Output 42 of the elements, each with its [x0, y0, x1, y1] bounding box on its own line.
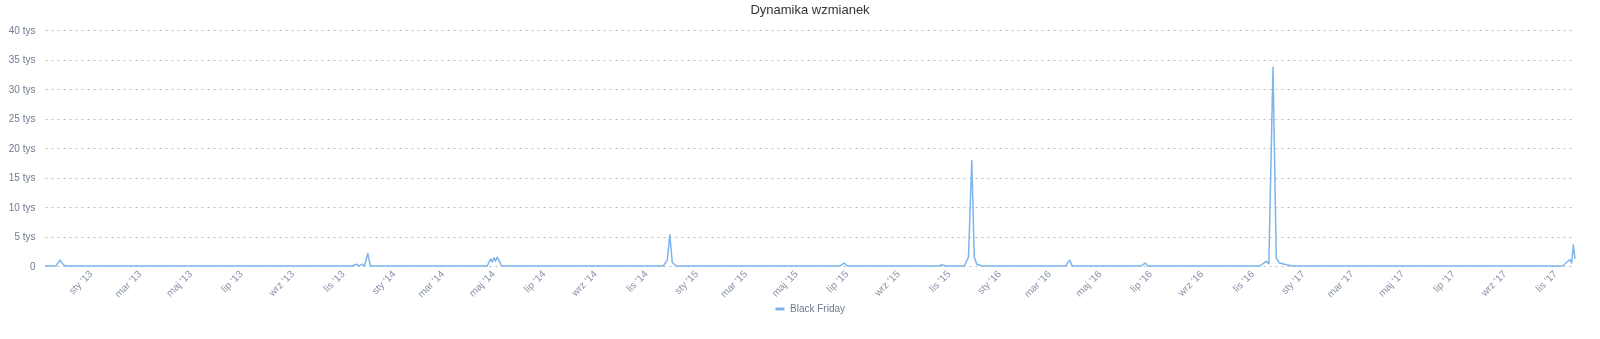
x-tick-label: maj '17: [1376, 267, 1407, 299]
y-tick-label: 30 tys: [8, 83, 36, 95]
x-tick-label: lip '15: [824, 267, 851, 295]
x-tick-label: sty '16: [975, 267, 1004, 297]
y-tick-label: 25 tys: [8, 113, 36, 124]
y-tick-label: 5 tys: [14, 231, 36, 242]
x-tick-label: lis '15: [926, 267, 953, 294]
y-tick-label: 35 tys: [8, 54, 36, 65]
y-tick-label: 20 tys: [8, 142, 36, 154]
x-tick-label: sty '15: [672, 267, 701, 297]
y-tick-label: 15 tys: [8, 172, 36, 183]
y-tick-label: 40 tys: [8, 24, 36, 36]
line-series: [44, 66, 1576, 267]
x-tick-label: lip '16: [1128, 267, 1155, 295]
x-tick-label: maj '13: [163, 267, 195, 299]
x-tick-label: maj '14: [466, 267, 498, 299]
chart-title: Dynamika wzmianek: [750, 2, 871, 17]
x-tick-label: sty '14: [369, 267, 398, 297]
x-tick-label: wrz '15: [871, 267, 903, 299]
y-tick-label: 10 tys: [8, 201, 36, 213]
x-tick-label: lis '13: [321, 267, 348, 294]
x-tick-label: mar '14: [415, 267, 447, 300]
x-tick-label: mar '16: [1021, 267, 1054, 300]
x-tick-label: lip '13: [218, 267, 246, 295]
x-tick-label: maj '15: [769, 267, 801, 299]
legend-label: Black Friday: [790, 303, 846, 314]
x-tick-label: lip '17: [1431, 267, 1458, 295]
x-tick-label: mar '15: [718, 267, 750, 300]
x-tick-label: sty '13: [66, 267, 95, 297]
x-tick-label: lis '16: [1230, 267, 1257, 294]
x-tick-label: wrz '13: [265, 267, 297, 299]
y-tick-label: 0: [29, 260, 36, 272]
x-tick-label: lis '17: [1533, 267, 1560, 294]
x-tick-label: maj '16: [1073, 267, 1104, 299]
x-tick-label: sty '17: [1278, 267, 1308, 297]
x-tick-label: wrz '16: [1174, 267, 1206, 299]
x-tick-label: wrz '14: [568, 267, 600, 299]
x-tick-label: lip '14: [521, 267, 548, 295]
x-tick-label: mar '13: [112, 267, 144, 300]
x-tick-label: mar '17: [1324, 267, 1357, 300]
x-tick-label: wrz '17: [1477, 267, 1509, 299]
x-tick-label: lis '14: [624, 267, 651, 294]
